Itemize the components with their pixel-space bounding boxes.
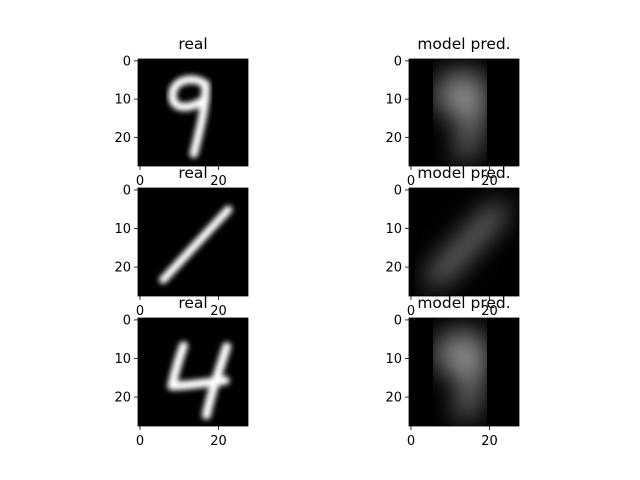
y-tick-label: 0 <box>123 313 131 328</box>
x-tick-label: 20 <box>210 434 227 449</box>
x-tick-label: 0 <box>136 434 144 449</box>
x-tick-label: 0 <box>136 304 144 319</box>
x-tick-label: 0 <box>407 174 415 189</box>
y-tick-label: 20 <box>114 391 131 406</box>
x-tick-label: 20 <box>481 434 498 449</box>
y-tick-label: 10 <box>114 222 131 237</box>
y-tick-label: 10 <box>385 93 402 108</box>
x-tick-label: 20 <box>210 304 227 319</box>
x-tick-label: 0 <box>136 174 144 189</box>
panel-title: real <box>178 294 207 312</box>
y-tick-label: 0 <box>123 183 131 198</box>
panel-title: model pred. <box>417 35 510 53</box>
panel-5: real 0 10 20 0 20 <box>114 294 248 449</box>
y-tick-label: 10 <box>385 222 402 237</box>
panel-title: real <box>178 164 207 182</box>
x-tick-label: 0 <box>407 434 415 449</box>
y-tick-label: 20 <box>385 391 402 406</box>
x-tick-label: 20 <box>210 174 227 189</box>
y-tick-label: 20 <box>385 131 402 146</box>
y-tick-label: 20 <box>114 261 131 276</box>
y-tick-label: 20 <box>385 261 402 276</box>
y-tick-label: 10 <box>114 93 131 108</box>
x-tick-label: 0 <box>407 304 415 319</box>
y-tick-label: 0 <box>394 54 402 69</box>
y-tick-label: 0 <box>123 54 131 69</box>
panel-title: model pred. <box>417 294 510 312</box>
y-tick-label: 20 <box>114 131 131 146</box>
y-tick-label: 0 <box>394 183 402 198</box>
y-tick-label: 10 <box>114 352 131 367</box>
y-tick-label: 0 <box>394 313 402 328</box>
panel-title: model pred. <box>417 164 510 182</box>
y-tick-label: 10 <box>385 352 402 367</box>
panel-title: real <box>178 35 207 53</box>
image-background <box>138 318 248 426</box>
